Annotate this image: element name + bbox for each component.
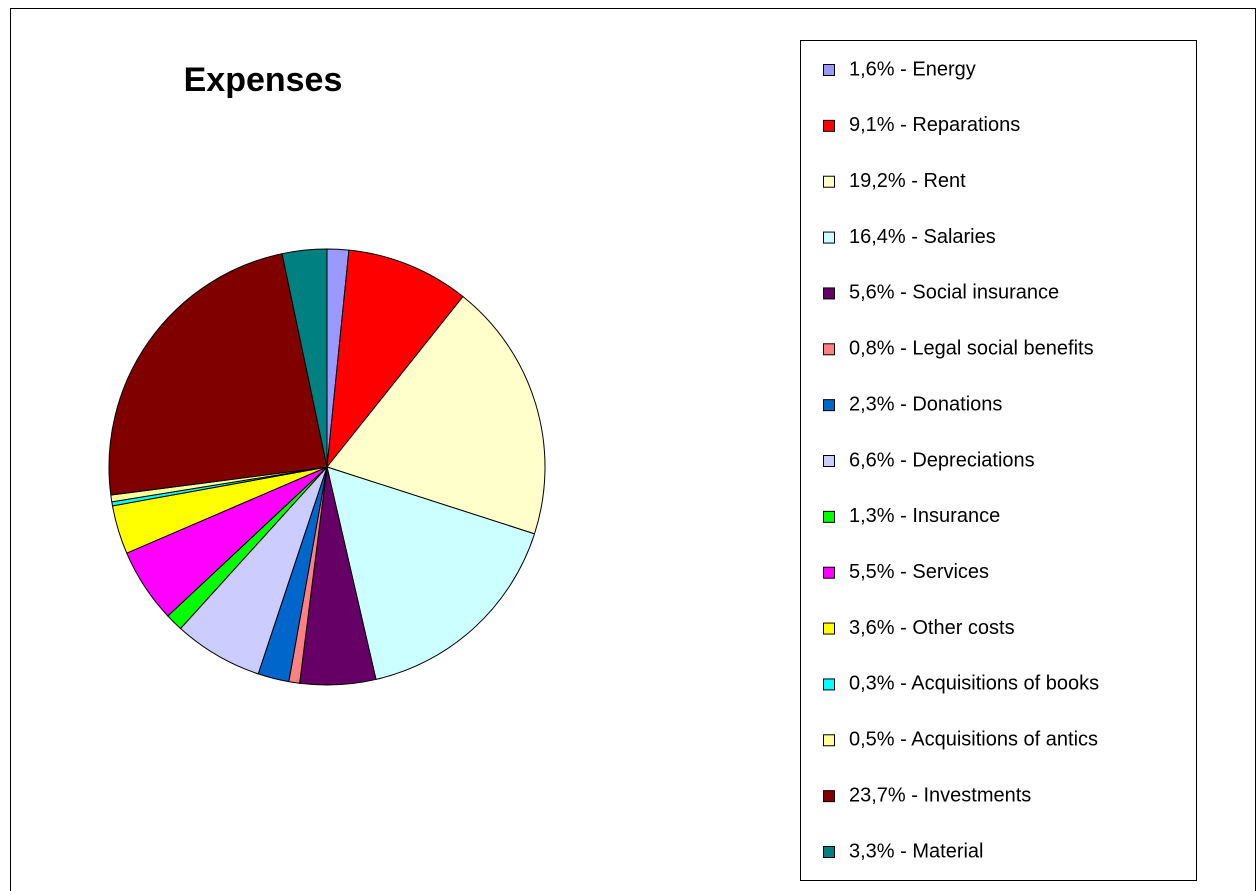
legend-label: 2,3% - Donations xyxy=(849,393,1002,415)
legend-swatch xyxy=(823,343,835,356)
legend-swatch xyxy=(823,510,835,523)
legend-label: 5,5% - Services xyxy=(849,561,989,583)
legend-swatch xyxy=(823,175,835,188)
legend-swatch xyxy=(823,287,835,300)
pie-slice xyxy=(326,466,536,681)
legend-swatch xyxy=(823,790,835,803)
legend-swatch xyxy=(823,64,835,76)
pie-slice xyxy=(108,253,328,496)
legend-swatch xyxy=(823,566,835,579)
pie-slice xyxy=(281,248,328,468)
legend-swatch xyxy=(823,622,835,635)
legend-label: 1,6% - Energy xyxy=(849,58,976,80)
legend-swatch xyxy=(823,678,835,691)
legend-label: 6,6% - Depreciations xyxy=(849,449,1035,471)
legend-label: 9,1% - Reparations xyxy=(849,114,1020,136)
legend-swatch xyxy=(823,231,835,244)
legend-box xyxy=(800,40,1197,881)
legend-swatch xyxy=(823,734,835,747)
legend-label: 19,2% - Rent xyxy=(849,170,966,192)
legend-label: 3,6% - Other costs xyxy=(849,617,1015,639)
legend-label: 0,3% - Acquisitions of books xyxy=(849,673,1099,695)
pie-slice xyxy=(326,295,546,535)
legend-swatch xyxy=(823,455,835,467)
legend-label: 1,3% - Insurance xyxy=(849,505,1000,527)
legend-swatch xyxy=(823,399,835,412)
legend-label: 0,5% - Acquisitions of antics xyxy=(849,729,1098,751)
legend-label: 3,3% - Material xyxy=(849,840,984,862)
legend-label: 5,6% - Social insurance xyxy=(849,282,1059,304)
legend-label: 16,4% - Salaries xyxy=(849,226,996,248)
legend-swatch xyxy=(823,119,835,132)
legend-swatch xyxy=(823,846,835,858)
legend-label: 0,8% - Legal social benefits xyxy=(849,338,1094,360)
chart-title: Expenses xyxy=(184,61,343,99)
pie-slice xyxy=(326,249,464,469)
legend-label: 23,7% - Investments xyxy=(849,784,1031,806)
